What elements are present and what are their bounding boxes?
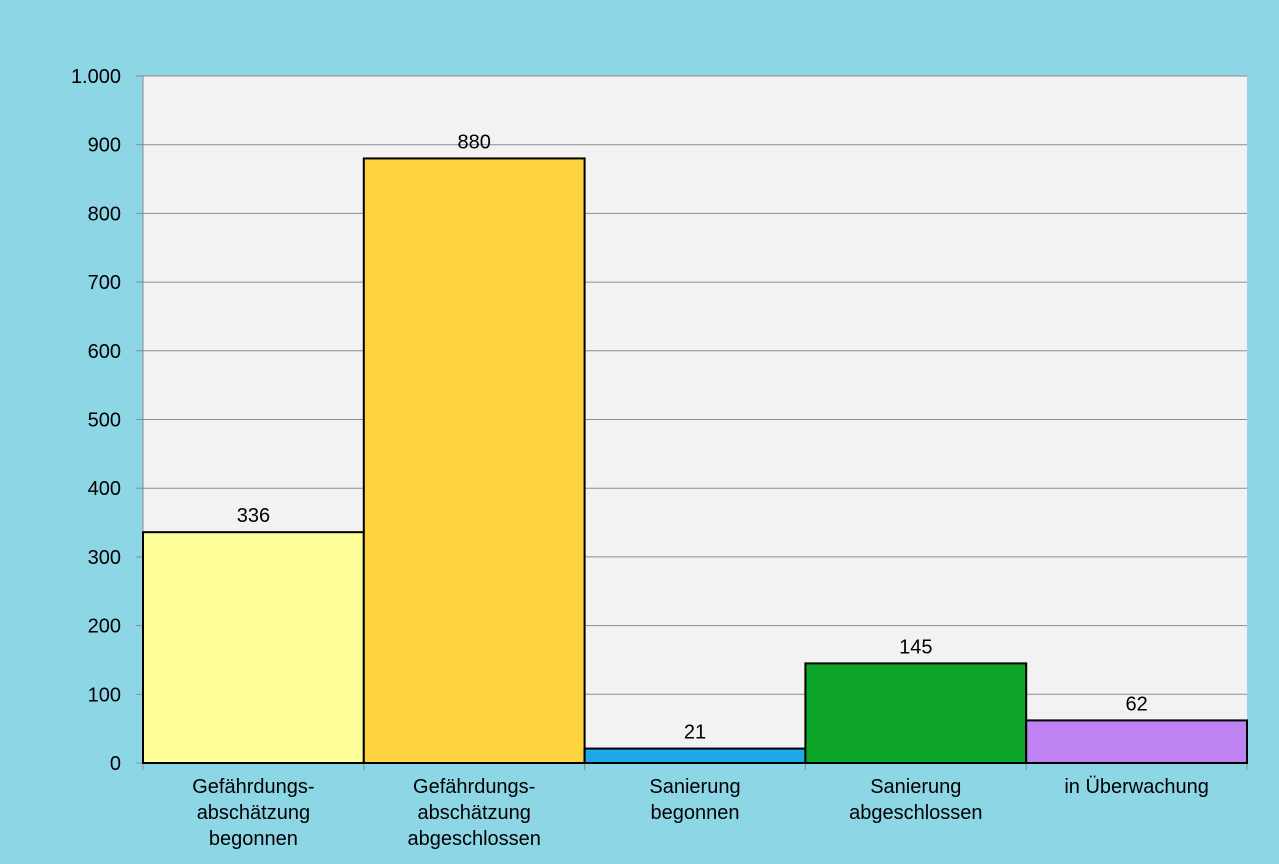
x-tick-label-line: Sanierung <box>870 776 961 798</box>
x-tick-label-line: abgeschlossen <box>849 802 982 824</box>
bar <box>583 747 807 764</box>
data-label: 62 <box>1125 693 1147 715</box>
x-tick-label-line: begonnen <box>651 802 740 824</box>
x-tick-label-line: abschätzung <box>417 802 530 824</box>
x-tick-label: Sanierung begonnen <box>649 776 740 824</box>
y-tick-label: 400 <box>88 478 121 500</box>
y-tick-label: 200 <box>88 616 121 638</box>
y-tick-label: 700 <box>88 272 121 294</box>
y-tick-label: 0 <box>110 753 121 775</box>
y-tick-label: 600 <box>88 341 121 363</box>
data-label: 145 <box>899 636 932 658</box>
y-tick-label: 300 <box>88 547 121 569</box>
x-tick-label: Gefährdungs-abschätzung abgeschlossen <box>407 776 540 850</box>
y-tick-label: 1.000 <box>71 66 121 88</box>
x-tick-label-line: Sanierung <box>649 776 740 798</box>
x-tick-label-line: Gefährdungs- <box>192 776 314 798</box>
y-tick-label: 500 <box>88 410 121 432</box>
y-tick-label: 800 <box>88 203 121 225</box>
bar <box>362 157 586 764</box>
y-tick-label: 100 <box>88 684 121 706</box>
x-tick-label-line: abschätzung <box>197 802 310 824</box>
bar <box>804 662 1028 765</box>
x-tick-label-line: abgeschlossen <box>407 828 540 850</box>
data-label: 880 <box>458 131 491 153</box>
data-label: 336 <box>237 505 270 527</box>
x-tick-label: Sanierung abgeschlossen <box>849 776 982 824</box>
y-tick-label: 900 <box>88 135 121 157</box>
x-tick-label: Gefährdungs-abschätzung begonnen <box>192 776 314 850</box>
x-tick-label: in Überwachung <box>1064 776 1209 798</box>
x-tick-label-line: begonnen <box>209 828 298 850</box>
x-tick-label-line: Gefährdungs- <box>413 776 535 798</box>
x-tick-label-line: in Überwachung <box>1064 776 1209 798</box>
data-label: 21 <box>684 722 706 744</box>
bar <box>142 531 365 765</box>
bar <box>1025 719 1248 765</box>
